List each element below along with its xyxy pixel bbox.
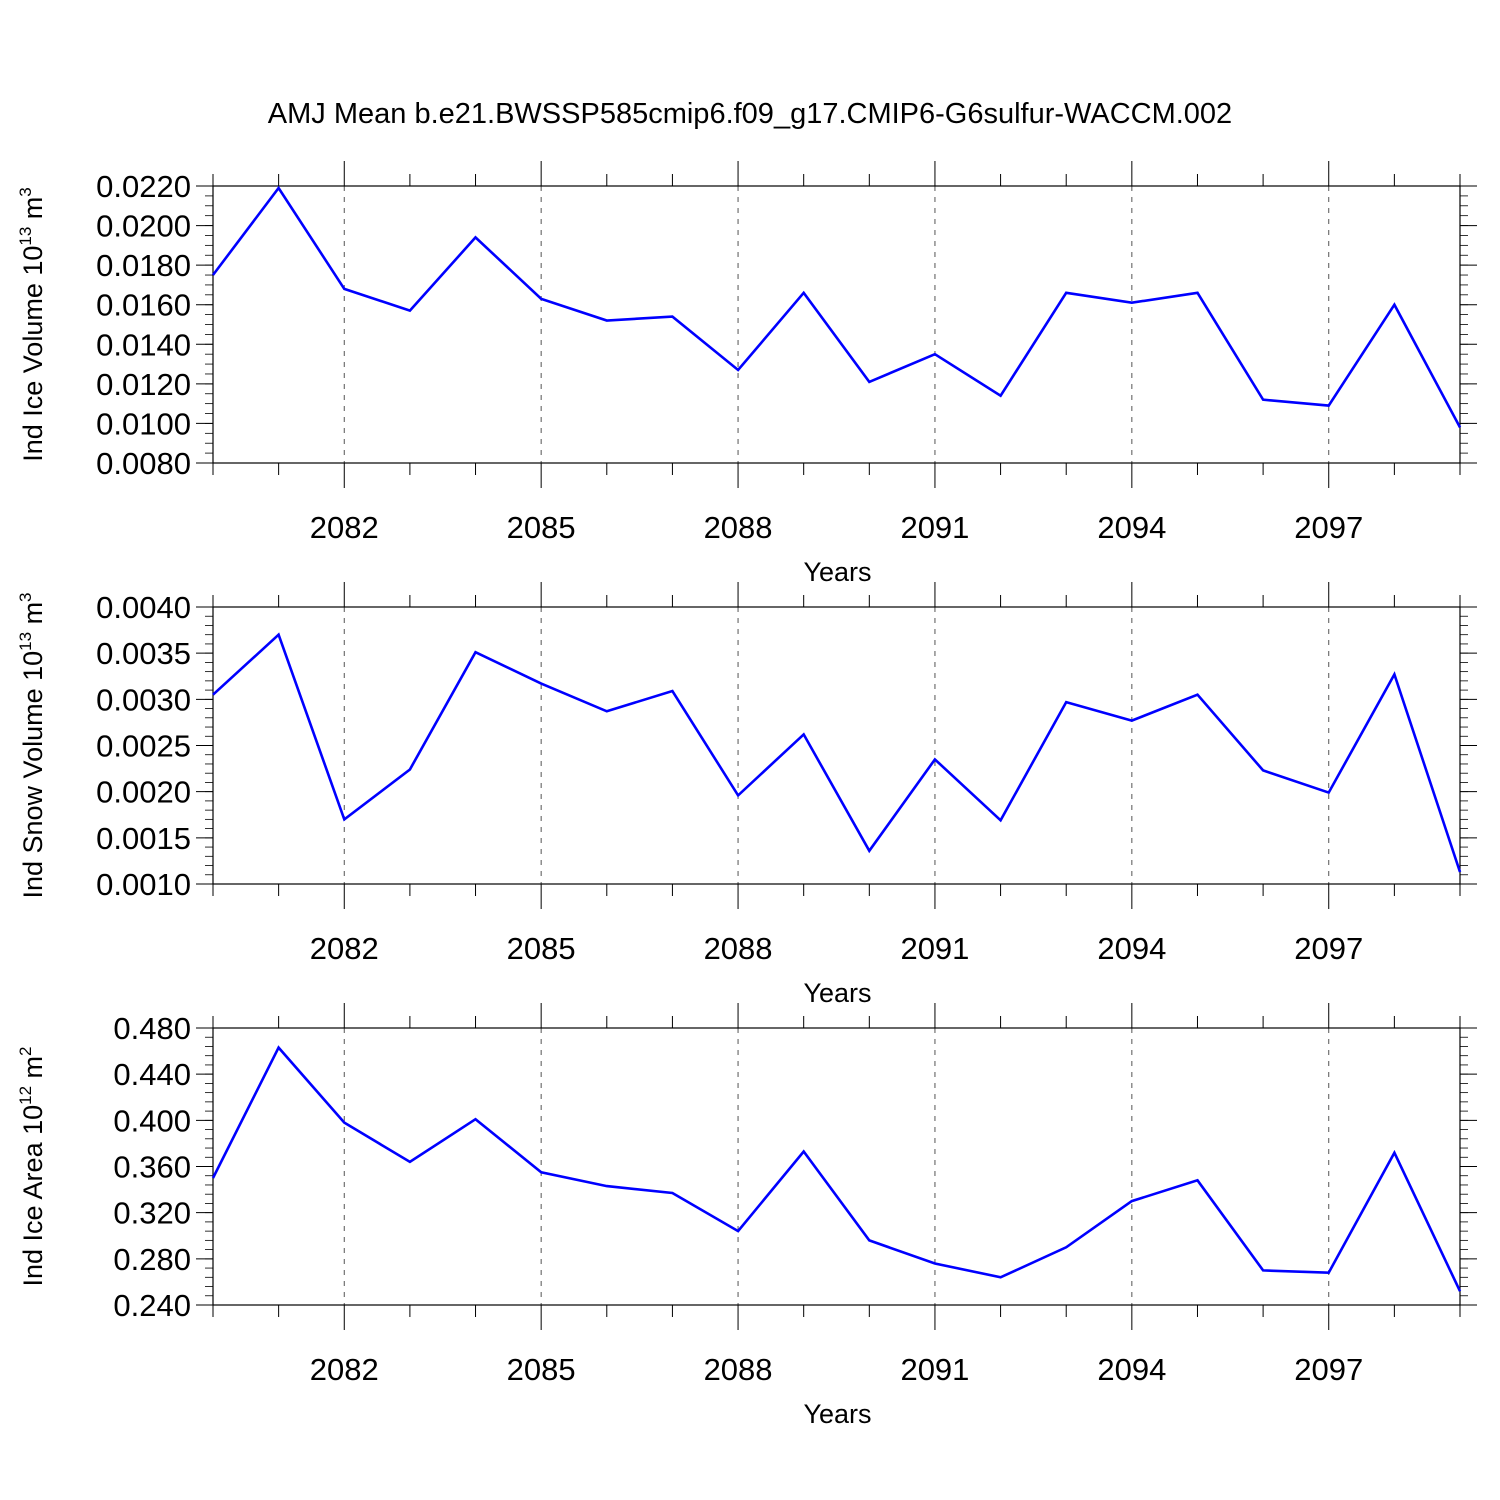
x-tick-label: 2088 <box>704 1352 773 1387</box>
y-tick-label: 0.0140 <box>96 327 191 362</box>
y-tick-label: 0.440 <box>113 1057 191 1092</box>
y-tick-label: 0.0120 <box>96 367 191 402</box>
y-tick-label: 0.0200 <box>96 209 191 244</box>
x-axis-label: Years <box>803 978 871 1008</box>
plot-frame <box>212 606 1461 885</box>
chart-title: AMJ Mean b.e21.BWSSP585cmip6.f09_g17.CMI… <box>268 98 1232 130</box>
x-tick-label: 2094 <box>1097 1352 1166 1387</box>
series-line <box>211 185 1462 429</box>
y-tick-label: 0.0025 <box>96 729 191 764</box>
y-tick-label: 0.0030 <box>96 682 191 717</box>
y-tick-label: 0.280 <box>113 1242 191 1277</box>
y-tick-label: 0.320 <box>113 1196 191 1231</box>
series-line <box>212 632 1462 873</box>
y-tick-label: 0.360 <box>113 1150 191 1185</box>
y-axis-label: Ind Ice Area 1012 m2 <box>16 1046 48 1286</box>
x-tick-label: 2088 <box>704 510 773 545</box>
y-tick-label: 0.400 <box>113 1103 191 1138</box>
y-tick-label: 0.0035 <box>96 636 191 671</box>
y-tick-label: 0.0160 <box>96 288 191 323</box>
x-tick-label: 2097 <box>1294 931 1363 966</box>
x-tick-label: 2091 <box>900 510 969 545</box>
x-tick-label: 2094 <box>1097 510 1166 545</box>
x-axis-label: Years <box>803 557 871 587</box>
y-tick-label: 0.0015 <box>96 821 191 856</box>
x-axis-label: Years <box>803 1399 871 1429</box>
x-tick-label: 2097 <box>1294 510 1363 545</box>
x-tick-label: 2082 <box>310 1352 379 1387</box>
y-tick-label: 0.0040 <box>96 590 191 625</box>
y-tick-label: 0.480 <box>113 1011 191 1046</box>
plot-frame <box>212 185 1461 464</box>
x-tick-label: 2097 <box>1294 1352 1363 1387</box>
y-tick-label: 0.0080 <box>96 446 191 481</box>
y-tick-label: 0.0220 <box>96 169 191 204</box>
panel-3: 0.240 0.280 0.320 0.360 0.400 0.440 0.480 2082 2… <box>16 1003 1477 1429</box>
x-tick-label: 2085 <box>507 931 576 966</box>
series-line <box>211 1045 1462 1292</box>
x-tick-label: 2094 <box>1097 931 1166 966</box>
panel-2: 0.0010 0.0015 0.0020 0.0025 0.0030 0.0035 0.00… <box>16 582 1477 1008</box>
panel-1: 0.0080 0.0100 0.0120 0.0140 0.0160 0.0180 0.02… <box>16 161 1477 587</box>
y-axis-label: Ind Snow Volume 1013 m3 <box>16 592 48 898</box>
y-tick-label: 0.0020 <box>96 775 191 810</box>
x-tick-label: 2085 <box>507 510 576 545</box>
y-tick-label: 0.0180 <box>96 248 191 283</box>
x-tick-label: 2091 <box>900 1352 969 1387</box>
y-tick-label: 0.0010 <box>96 867 191 902</box>
x-tick-label: 2085 <box>507 1352 576 1387</box>
x-tick-label: 2082 <box>310 931 379 966</box>
x-tick-label: 2091 <box>900 931 969 966</box>
plot-frame <box>212 1027 1461 1306</box>
y-axis-label: Ind Ice Volume 1013 m3 <box>16 187 48 462</box>
y-tick-label: 0.0100 <box>96 406 191 441</box>
y-tick-label: 0.240 <box>113 1288 191 1323</box>
x-tick-label: 2088 <box>704 931 773 966</box>
x-tick-label: 2082 <box>310 510 379 545</box>
